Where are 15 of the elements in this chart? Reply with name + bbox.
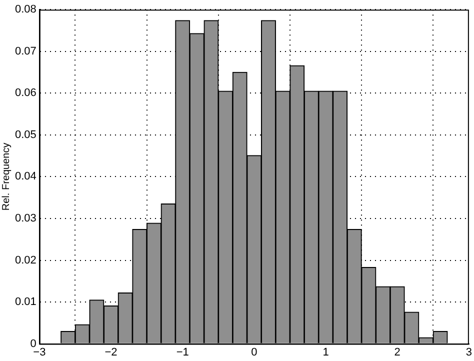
x-tick-label: 2 (394, 346, 400, 358)
y-tick-label: 0.03 (14, 212, 36, 225)
x-tick-label: 0 (251, 346, 258, 358)
x-tick-label: 1 (322, 346, 329, 358)
y-axis-title: Rel. Frequency (0, 142, 12, 211)
y-tick-label: 0.05 (14, 128, 36, 141)
y-tick-label: 0.08 (14, 4, 36, 16)
x-tick-label: −1 (176, 346, 189, 358)
y-tick-label: 0.07 (14, 45, 36, 58)
y-tick-label: 0.02 (14, 254, 36, 266)
x-tick-label: −2 (104, 346, 118, 358)
x-tick-label: 3 (466, 346, 472, 358)
y-tick-label: 0.04 (14, 170, 36, 183)
y-tick-label: 0.06 (14, 87, 36, 100)
y-tick-label: 0.01 (14, 296, 36, 308)
